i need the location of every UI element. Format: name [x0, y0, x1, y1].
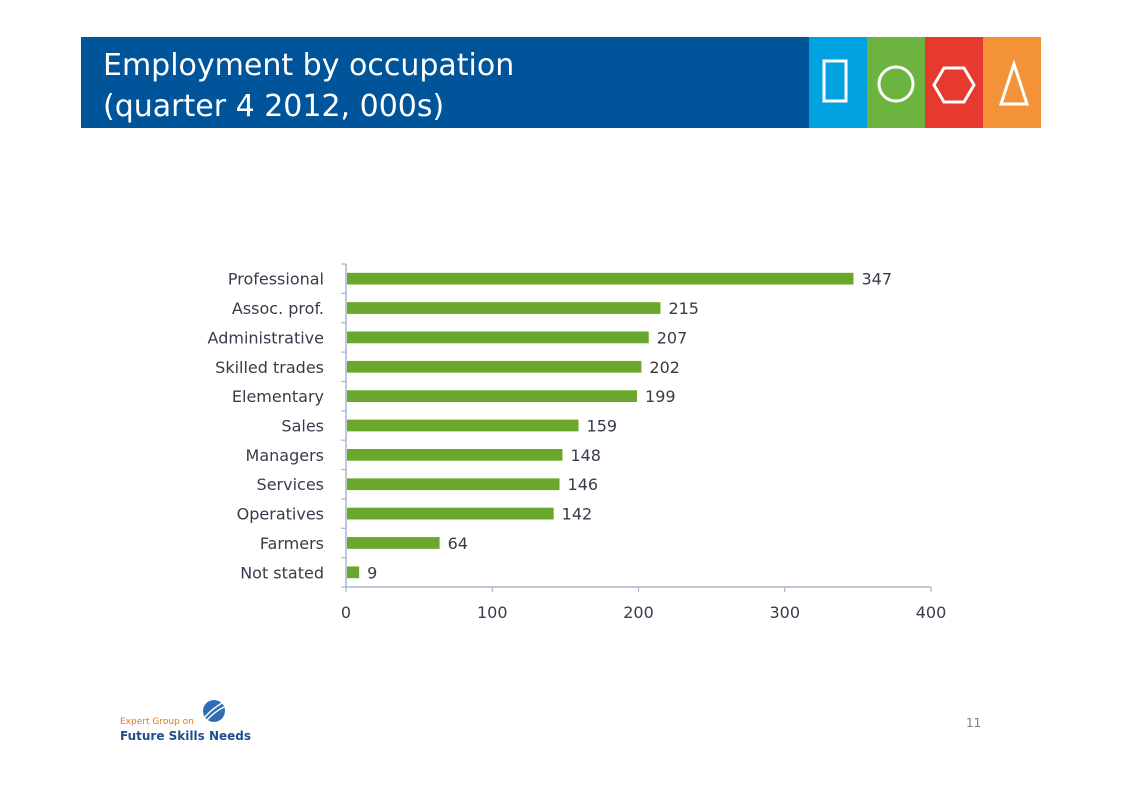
- logo-line-2: Future Skills Needs: [120, 729, 251, 743]
- x-tick-label: 0: [341, 603, 351, 622]
- bar: [347, 566, 360, 579]
- hexagon-icon-tile: [925, 37, 983, 128]
- category-label: Not stated: [240, 563, 324, 582]
- x-tick-label: 400: [916, 603, 947, 622]
- category-label: Operatives: [237, 505, 324, 524]
- x-tick-label: 200: [623, 603, 654, 622]
- triangle-icon-tile: [983, 37, 1041, 128]
- bar: [347, 331, 649, 344]
- category-label: Professional: [228, 270, 324, 289]
- data-label: 347: [861, 270, 892, 289]
- hexagon-icon: [932, 66, 976, 104]
- circle-icon-tile: [867, 37, 925, 128]
- slide-title-line-1: Employment by occupation: [103, 48, 515, 83]
- x-tick-label: 100: [477, 603, 508, 622]
- logo-line-1: Expert Group on: [120, 717, 194, 727]
- bar: [347, 537, 440, 549]
- logo-swoosh-icon: [203, 700, 225, 722]
- data-label: 199: [645, 387, 676, 406]
- data-label: 215: [668, 299, 699, 318]
- data-label: 146: [568, 475, 599, 494]
- category-label: Administrative: [208, 328, 324, 347]
- square-icon-tile: [809, 37, 867, 128]
- category-label: Sales: [281, 417, 324, 436]
- data-label: 142: [562, 505, 593, 524]
- data-label: 207: [657, 328, 688, 347]
- category-label: Elementary: [232, 387, 324, 406]
- data-label: 159: [587, 417, 618, 436]
- title-banner: Employment by occupation (quarter 4 2012…: [81, 37, 809, 128]
- bar: [347, 272, 854, 285]
- triangle-icon: [998, 59, 1030, 106]
- bar: [347, 507, 554, 520]
- bar: [347, 360, 642, 373]
- expert-group-logo: Expert Group on Future Skills Needs: [120, 697, 251, 749]
- bar: [347, 448, 563, 461]
- category-label: Services: [257, 475, 324, 494]
- bar: [347, 419, 579, 432]
- bar: [347, 478, 560, 491]
- square-icon: [822, 59, 848, 103]
- data-label: 64: [448, 534, 468, 553]
- data-label: 9: [367, 563, 377, 582]
- circle-icon: [877, 65, 915, 103]
- category-label: Managers: [246, 446, 324, 465]
- page-number: 11: [966, 716, 982, 730]
- category-label: Assoc. prof.: [232, 299, 324, 318]
- bar: [347, 390, 638, 403]
- category-label: Farmers: [260, 534, 324, 553]
- category-label: Skilled trades: [215, 358, 324, 377]
- bar: [347, 302, 661, 314]
- data-label: 202: [649, 358, 680, 377]
- data-label: 148: [570, 446, 601, 465]
- x-tick-label: 300: [769, 603, 800, 622]
- slide-title-line-2: (quarter 4 2012, 000s): [103, 89, 445, 124]
